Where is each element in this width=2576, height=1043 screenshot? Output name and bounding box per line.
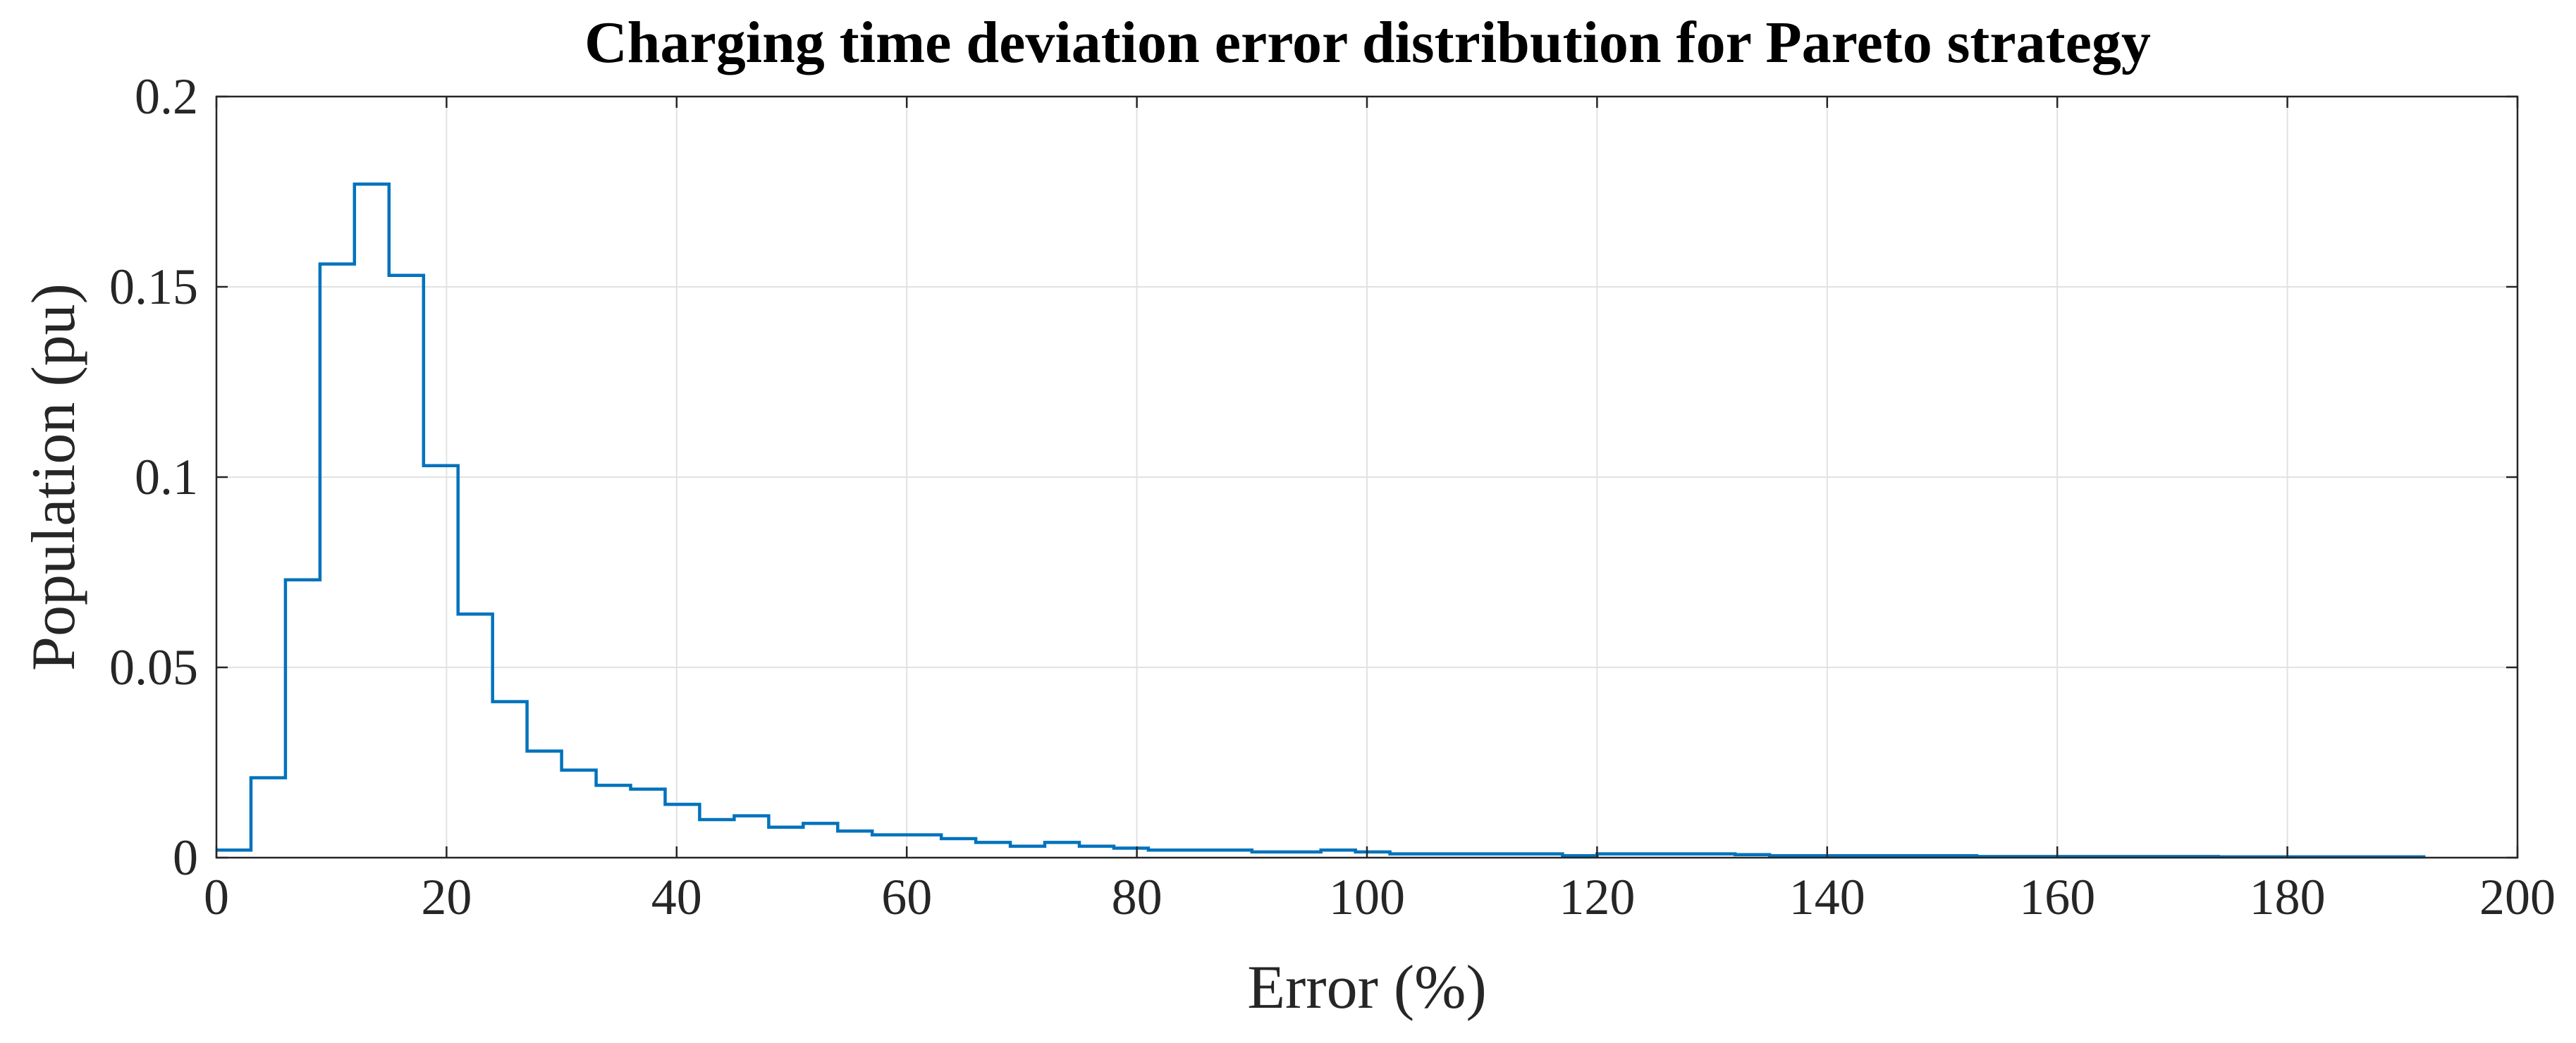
- histogram-bin: [872, 835, 907, 858]
- histogram-bin: [1218, 850, 1252, 858]
- histogram-bin: [631, 789, 666, 858]
- x-tick-label: 140: [1789, 869, 1865, 925]
- histogram-bin: [216, 850, 251, 858]
- histogram-bin: [838, 831, 872, 858]
- histogram-bin: [976, 842, 1010, 858]
- histogram-bin: [527, 751, 562, 858]
- histogram-bin: [251, 778, 286, 858]
- grid-layer: [216, 97, 2517, 858]
- y-tick-label: 0: [173, 829, 198, 886]
- histogram-bin: [355, 184, 389, 858]
- x-tick-label: 40: [651, 869, 702, 925]
- histogram-bin: [1045, 842, 1079, 858]
- histogram-bin: [803, 823, 838, 858]
- histogram-bin: [493, 702, 527, 858]
- histogram-bin: [596, 785, 631, 858]
- histogram-bin: [1010, 846, 1045, 858]
- x-tick-label: 200: [2479, 869, 2556, 925]
- y-tick-label: 0.15: [109, 259, 198, 315]
- histogram-bin: [1114, 848, 1148, 858]
- histogram-bin: [768, 827, 803, 858]
- histogram-bin: [320, 264, 355, 858]
- histogram-bin: [424, 466, 458, 858]
- histogram-bin: [907, 835, 941, 858]
- histogram-bin: [389, 276, 424, 858]
- histogram-bin: [1148, 850, 1183, 858]
- histogram-bin: [286, 580, 320, 858]
- y-axis-label: Population (pu): [20, 283, 88, 671]
- tick-layer: 0 20 40 60 80 100 120 140 160 180 200 0 0.05 0.1 0.15 0…: [109, 68, 2556, 925]
- histogram-bin: [665, 804, 699, 858]
- series-layer: [216, 182, 2426, 859]
- histogram-bin: [699, 820, 734, 858]
- x-tick-label: 180: [2250, 869, 2326, 925]
- histogram-bin: [458, 614, 493, 858]
- histogram-bin: [734, 816, 768, 858]
- histogram-bin: [1079, 846, 1114, 858]
- histogram-bin: [1183, 850, 1218, 858]
- y-tick-label: 0.2: [135, 68, 198, 125]
- histogram-stairs-line: [216, 182, 2426, 859]
- x-tick-label: 20: [421, 869, 472, 925]
- chart-title: Charging time deviation error distributi…: [584, 10, 2151, 75]
- x-tick-label: 0: [204, 869, 229, 925]
- y-tick-label: 0.05: [109, 639, 198, 696]
- x-tick-label: 120: [1559, 869, 1635, 925]
- y-tick-label: 0.1: [135, 449, 198, 505]
- x-axis-label: Error (%): [1247, 953, 1487, 1022]
- histogram-bin: [1321, 850, 1356, 858]
- histogram-bin: [941, 839, 976, 858]
- histogram-bin: [562, 770, 596, 858]
- x-tick-label: 80: [1112, 869, 1163, 925]
- x-tick-label: 160: [2019, 869, 2095, 925]
- x-tick-label: 60: [881, 869, 932, 925]
- x-tick-label: 100: [1329, 869, 1405, 925]
